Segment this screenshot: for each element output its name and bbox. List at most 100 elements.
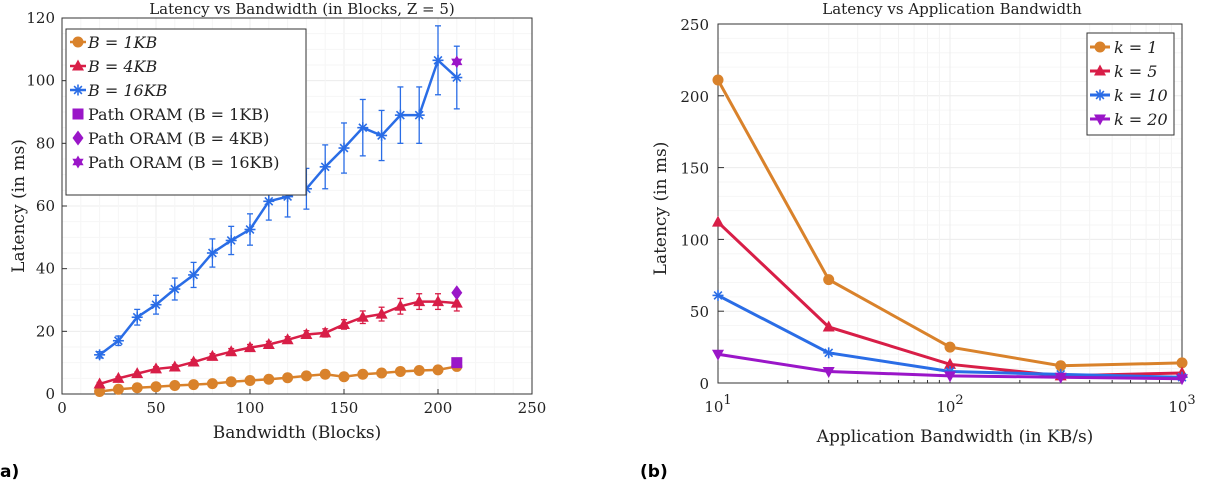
chart-a-point (357, 122, 369, 134)
chart-a-ytick-label: 100 (26, 72, 55, 90)
chart-a-point (206, 349, 219, 361)
chart-a-xtick-label: 0 (57, 399, 67, 417)
chart-a-point (281, 333, 294, 345)
panel-label-b: (b) (640, 462, 668, 482)
chart-b-title: Latency vs Application Bandwidth (822, 0, 1082, 18)
chart-a-legend-marker (72, 155, 84, 169)
chart-b-series-k-20 (712, 349, 1188, 386)
panel-label-a: a) (0, 462, 20, 482)
chart-a-title: Latency vs Bandwidth (in Blocks, Z = 5) (149, 0, 455, 18)
chart-b-point (823, 347, 835, 359)
chart-b-point (823, 274, 835, 286)
chart-a-point (168, 360, 181, 372)
chart-b-series-k-1 (712, 74, 1188, 372)
chart-b-point (1176, 357, 1188, 369)
chart-a-legend-label: Path ORAM (B = 16KB) (88, 153, 279, 172)
chart-a-point (262, 337, 275, 349)
chart-b-legend-marker (1094, 114, 1106, 126)
chart-a-point (300, 370, 312, 382)
chart-b-ytick-label: 200 (680, 88, 709, 106)
chart-a-point (376, 130, 388, 141)
chart-a-point (187, 355, 200, 367)
chart-b-point (712, 349, 724, 361)
chart-a-point (394, 109, 406, 121)
chart-b-point (944, 341, 956, 353)
chart-a-xtick-label: 50 (146, 399, 165, 417)
chart-a-legend-label: Path ORAM (B = 1KB) (88, 105, 269, 124)
chart-b-point (944, 371, 956, 383)
chart-a-point (225, 376, 237, 388)
chart-a-point (188, 379, 200, 391)
chart-b-ytick-label: 100 (680, 231, 709, 249)
chart-b-ytick-label: 250 (680, 16, 709, 34)
chart-b: 101 102 103 0 50 100 150 200 250 Latency vs Appli… (651, 0, 1196, 447)
chart-b-legend-marker (1094, 89, 1106, 101)
chart-a-point (225, 345, 238, 357)
chart-a-legend-label: B = 16KB (87, 81, 168, 100)
chart-b-xtick-label: 103 (1168, 393, 1195, 416)
chart-a-point-path-oram-b-16kb (451, 55, 463, 69)
chart-a-legend-label: B = 1KB (87, 33, 157, 52)
chart-a-point (282, 372, 294, 384)
chart-b-legend-label: k = 10 (1114, 86, 1168, 105)
chart-a-xtick-label: 200 (424, 399, 453, 417)
chart-a-legend-marker (72, 130, 84, 146)
chart-a-xlabel: Bandwidth (Blocks) (213, 423, 382, 443)
chart-b-legend-marker (1094, 64, 1106, 76)
chart-a-point (131, 367, 144, 379)
chart-a-point (206, 378, 218, 390)
chart-b-point (822, 320, 835, 332)
chart-b-ytick-label: 50 (690, 303, 709, 321)
chart-b-legend-label: k = 1 (1114, 38, 1157, 57)
chart-a-point (94, 385, 106, 397)
chart-a-ytick-label: 60 (36, 197, 55, 215)
chart-b-legend-label: k = 5 (1114, 62, 1157, 81)
chart-a-point (244, 375, 256, 387)
chart-b-point (712, 215, 724, 227)
chart-b-point (712, 74, 724, 86)
chart-a-point (112, 335, 124, 347)
chart-a-point (131, 382, 143, 394)
chart-a-point (432, 295, 444, 307)
chart-a-point (300, 327, 313, 339)
chart-a-ytick-label: 120 (26, 9, 55, 27)
chart-a-point (206, 247, 218, 259)
chart-b-point (1176, 374, 1188, 386)
chart-b-ytick-label: 0 (699, 375, 709, 393)
chart-a-ytick-label: 80 (36, 134, 55, 152)
chart-a-legend-marker (72, 108, 84, 120)
chart-b-legend: k = 1 k = 5 k = 10 k = 20 (1086, 32, 1175, 136)
chart-a-series-b-1kb (94, 360, 463, 397)
chart-a-ytick-label: 0 (45, 385, 55, 403)
chart-b-xtick-label: 102 (936, 393, 963, 416)
chart-a-point (413, 295, 426, 307)
chart-a-point (376, 367, 388, 379)
chart-a-point (150, 362, 162, 374)
chart-a-point (319, 326, 332, 338)
chart-a-ytick-label: 40 (36, 260, 55, 278)
chart-b-point (1054, 372, 1067, 384)
chart-a-point (319, 368, 331, 380)
chart-b-legend-marker (1094, 41, 1106, 53)
chart-a-point (432, 364, 444, 376)
chart-a-point (112, 371, 125, 383)
chart-b-point (712, 289, 724, 301)
chart-a-point (319, 161, 331, 173)
chart-a-point (413, 109, 425, 121)
chart-a-series-b-16kb (94, 25, 463, 361)
chart-a-point (169, 380, 181, 392)
chart-b-point (1055, 360, 1067, 372)
chart-a: 0 50 100 150 200 250 0 20 40 60 80 100 120 Latency vs… (9, 0, 546, 443)
chart-a-point (169, 283, 181, 295)
chart-a-point (150, 299, 162, 311)
chart-a-point (451, 72, 463, 84)
chart-a-point (150, 381, 162, 393)
chart-b-xtick-label: 101 (704, 393, 731, 416)
chart-a-point (338, 142, 350, 154)
chart-a-legend: B = 1KB B = 4KB B = 16KB Path ORAM (B = 1KB… (65, 28, 307, 196)
chart-a-legend-marker (72, 59, 84, 71)
chart-a-point (94, 349, 106, 361)
chart-a-xtick-label: 250 (518, 399, 547, 417)
chart-a-point (375, 307, 388, 319)
